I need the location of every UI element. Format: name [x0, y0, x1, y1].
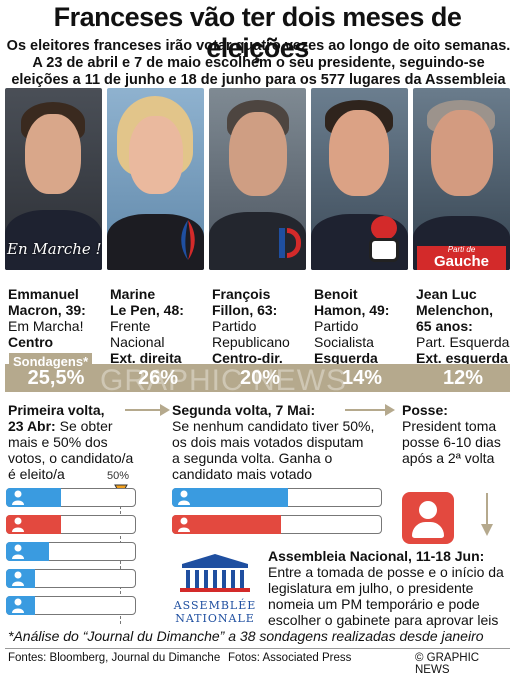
- socialist-rose-icon: [363, 216, 403, 264]
- second-round-bar-fill-1: [172, 488, 288, 507]
- footer-copyright: © GRAPHIC NEWS: [415, 652, 480, 676]
- page-title: Franceses vão ter dois meses de eleições: [53, 2, 462, 63]
- first-round-person-icon-1: [11, 490, 25, 505]
- footer-photos: Fotos: Associated Press: [228, 652, 352, 664]
- president-icon: [402, 492, 454, 544]
- second-round-text: Segunda volta, 7 Mai: Se nenhum candidat…: [172, 402, 375, 482]
- photo-le-pen: [107, 88, 204, 270]
- assembly-text: Assembleia Nacional, 11-18 Jun: Entre a …: [268, 548, 504, 628]
- second-round-bar-fill-2: [172, 515, 281, 534]
- flow-arrows: [125, 404, 493, 536]
- footer-rule: [5, 648, 510, 649]
- candidate-melenchon: Jean Luc Melenchon, 65 anos: Part. Esque…: [416, 286, 510, 366]
- poll-value-fillon: 20%: [239, 367, 281, 389]
- poll-value-le-pen: 26%: [137, 367, 179, 389]
- photo-melenchon: Parti de Gauche: [413, 88, 510, 270]
- poll-label: Sondagens*: [9, 353, 93, 370]
- fifty-percent-label: 50%: [107, 470, 130, 482]
- front-national-flame-icon: [181, 220, 195, 260]
- en-marche-logo: En Marche !: [7, 240, 102, 258]
- oath-text: Posse: President toma posse 6-10 dias ap…: [402, 402, 501, 466]
- parti-de-gauche-logo: Parti de Gauche: [417, 246, 506, 270]
- poll-value-macron: 25,5%: [27, 367, 85, 389]
- assembly-building-icon: [180, 554, 250, 592]
- first-round-text: Primeira volta, 23 Abr: Se obter mais e …: [8, 402, 134, 482]
- footer-sources: Fontes: Bloomberg, Journal du Dimanche: [8, 652, 221, 664]
- first-round-person-icon-3: [11, 544, 25, 559]
- first-round-person-icon-2: [11, 517, 25, 532]
- first-round-person-icon-5: [11, 598, 25, 613]
- second-round-person-icon-1: [177, 490, 191, 505]
- republicains-logo: [275, 228, 303, 260]
- photo-fillon: [209, 88, 306, 270]
- footnote: *Análise do “Journal du Dimanche” a 38 s…: [8, 628, 484, 644]
- candidate-le-pen: Marine Le Pen, 48: Frente Nacional Ext. …: [110, 286, 184, 366]
- assemblee-nationale-logo: ASSEMBLÉE NATIONALE: [170, 552, 260, 625]
- photo-macron: En Marche !: [5, 88, 102, 270]
- candidate-macron: Emmanuel Macron, 39: Em Marcha! Centro: [8, 286, 86, 350]
- watermark: GRAPHIC NEWS: [100, 364, 348, 397]
- candidate-fillon: François Fillon, 63: Partido Republicano…: [212, 286, 290, 366]
- poll-value-melenchon: 12%: [442, 367, 484, 389]
- first-round-person-icon-4: [11, 571, 25, 586]
- photo-hamon: [311, 88, 408, 270]
- second-round-person-icon-2: [177, 517, 191, 532]
- candidate-hamon: Benoit Hamon, 49: Partido Socialista Esq…: [314, 286, 390, 366]
- poll-value-hamon: 14%: [341, 367, 383, 389]
